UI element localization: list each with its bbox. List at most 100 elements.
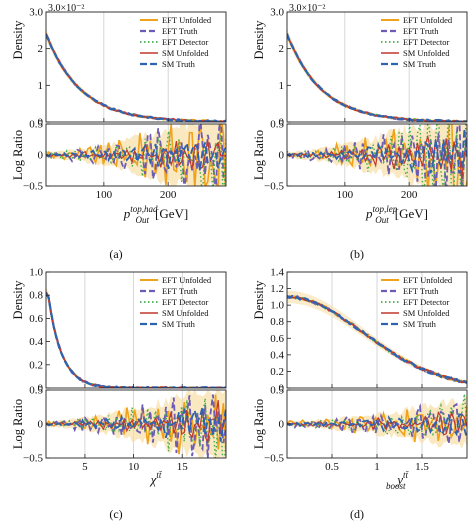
main-ytick-label: 0.2 xyxy=(29,359,43,371)
legend-label: EFT Truth xyxy=(403,26,439,36)
xtick-label: 1.5 xyxy=(415,461,429,473)
main-axes-frame xyxy=(45,11,227,123)
main-ytick-label: 0.2 xyxy=(270,366,284,378)
panel-caption: (b) xyxy=(350,247,364,261)
main-ytick-label: 2 xyxy=(279,43,285,55)
panel-caption: (d) xyxy=(350,507,364,521)
ratio-ytick-label: 0 xyxy=(279,419,285,431)
main-axes-frame xyxy=(286,11,468,123)
series-sm-truth xyxy=(287,294,467,384)
main-ytick-label: 0.8 xyxy=(29,290,43,302)
main-ytick-label: 0.8 xyxy=(270,316,284,328)
xlabel-unit: [GeV] xyxy=(155,206,188,221)
ratio-ytick-label: −0.5 xyxy=(23,453,43,465)
legend-label: SM Unfolded xyxy=(403,48,450,58)
ratio-ytick-label: −0.5 xyxy=(23,181,43,193)
ratio-ytick-label: 0.5 xyxy=(270,119,284,131)
legend-label: EFT Unfolded xyxy=(403,15,453,25)
main-ytick-label: 1.4 xyxy=(270,267,284,279)
xtick-label: 200 xyxy=(160,189,177,201)
xlabel-sub: boost xyxy=(386,481,406,491)
ratio-series-sm-truth xyxy=(287,128,467,174)
xlabel-unit: [GeV] xyxy=(395,206,428,221)
ratio-ytick-label: 0 xyxy=(38,419,44,431)
ratio-series-eft-truth xyxy=(287,402,467,444)
ratio-ylabel: Log Ratio xyxy=(252,399,266,449)
xlabel-sup: top,lep xyxy=(373,204,398,214)
main-ytick-label: 0.6 xyxy=(29,313,43,325)
legend-label: EFT Unfolded xyxy=(162,15,212,25)
main-ytick-label: 2 xyxy=(38,43,44,55)
main-ylabel: Density xyxy=(11,280,25,320)
ratio-ytick-label: 0.5 xyxy=(29,119,43,131)
xtick-label: 0.5 xyxy=(325,461,339,473)
xlabel-sub: Out xyxy=(375,215,389,225)
xaxis-label: ptop,had Out [GeV] xyxy=(123,204,188,225)
legend-label: SM Unfolded xyxy=(162,308,209,318)
xaxis-label: ytt̄ boost xyxy=(386,470,409,491)
legend-label: EFT Detector xyxy=(162,37,209,47)
xtick-label: 10 xyxy=(128,461,140,473)
main-ytick-label: 1 xyxy=(279,80,285,92)
series-sm-truth xyxy=(46,34,226,122)
legend-label: EFT Truth xyxy=(403,286,439,296)
main-ytick-label: 1.0 xyxy=(270,300,284,312)
main-ylabel: Density xyxy=(252,20,266,60)
legend-label: EFT Detector xyxy=(403,297,450,307)
main-axes-frame xyxy=(45,271,227,389)
xlabel-main: p xyxy=(365,206,373,221)
sci-multiplier-label: 3.0×10⁻² xyxy=(48,3,84,14)
ratio-ytick-label: 0.5 xyxy=(29,385,43,397)
legend-label: EFT Truth xyxy=(162,26,198,36)
main-ytick-label: 3.0 xyxy=(29,7,43,19)
ratio-ylabel: Log Ratio xyxy=(11,130,25,180)
chart-panel-4: 00.20.40.60.81.01.21.4−0.500.50.5 1 1.5Den… xyxy=(252,267,468,521)
panel-caption: (a) xyxy=(109,247,122,261)
main-ytick-label: 3.0 xyxy=(270,7,284,19)
ratio-ytick-label: 0 xyxy=(38,150,44,162)
uncertainty-band xyxy=(287,290,467,385)
xlabel-sub: Out xyxy=(136,215,150,225)
legend-label: SM Truth xyxy=(162,59,196,69)
legend-label: EFT Unfolded xyxy=(162,275,212,285)
legend-label: SM Truth xyxy=(162,319,196,329)
ratio-ytick-label: −0.5 xyxy=(264,181,284,193)
main-ytick-label: 1 xyxy=(38,80,44,92)
ratio-ytick-label: −0.5 xyxy=(264,453,284,465)
legend-label: SM Unfolded xyxy=(162,48,209,58)
main-ylabel: Density xyxy=(11,20,25,60)
xlabel-sup: top,had xyxy=(130,204,158,214)
legend-label: EFT Unfolded xyxy=(403,275,453,285)
legend-label: SM Unfolded xyxy=(403,308,450,318)
main-ytick-label: 0 xyxy=(279,117,285,129)
ratio-series-sm-truth xyxy=(287,413,467,439)
panel-caption: (c) xyxy=(109,507,122,521)
legend-label: EFT Truth xyxy=(162,286,198,296)
xtick-label: 5 xyxy=(82,461,88,473)
ratio-series-eft-detector xyxy=(46,398,226,458)
xtick-label: 100 xyxy=(337,189,354,201)
xaxis-label: χtt̄ xyxy=(149,470,163,487)
series-sm-truth xyxy=(287,33,467,122)
main-ytick-label: 0.4 xyxy=(29,336,43,348)
xlabel-main: y xyxy=(395,472,403,487)
sci-multiplier-label: 3.0×10⁻² xyxy=(289,3,325,14)
main-ytick-label: 1.0 xyxy=(29,267,43,279)
main-ytick-label: 0.6 xyxy=(270,333,284,345)
chart-panel-3: 00.20.40.60.81.0−0.500.55 10 15DensityLog … xyxy=(11,267,227,521)
ratio-series-sm-truth xyxy=(46,140,226,171)
ratio-series-eft-truth xyxy=(46,394,226,458)
ratio-ylabel: Log Ratio xyxy=(11,399,25,449)
main-ytick-label: 1.2 xyxy=(270,283,284,295)
main-ytick-label: 0 xyxy=(279,383,285,395)
main-ytick-label: 0.4 xyxy=(270,349,284,361)
xtick-label: 1 xyxy=(374,461,380,473)
xtick-label: 200 xyxy=(401,189,418,201)
xlabel-main: χ xyxy=(149,472,157,487)
xtick-label: 15 xyxy=(177,461,189,473)
ratio-ytick-label: 0.5 xyxy=(270,385,284,397)
main-ylabel: Density xyxy=(252,280,266,320)
